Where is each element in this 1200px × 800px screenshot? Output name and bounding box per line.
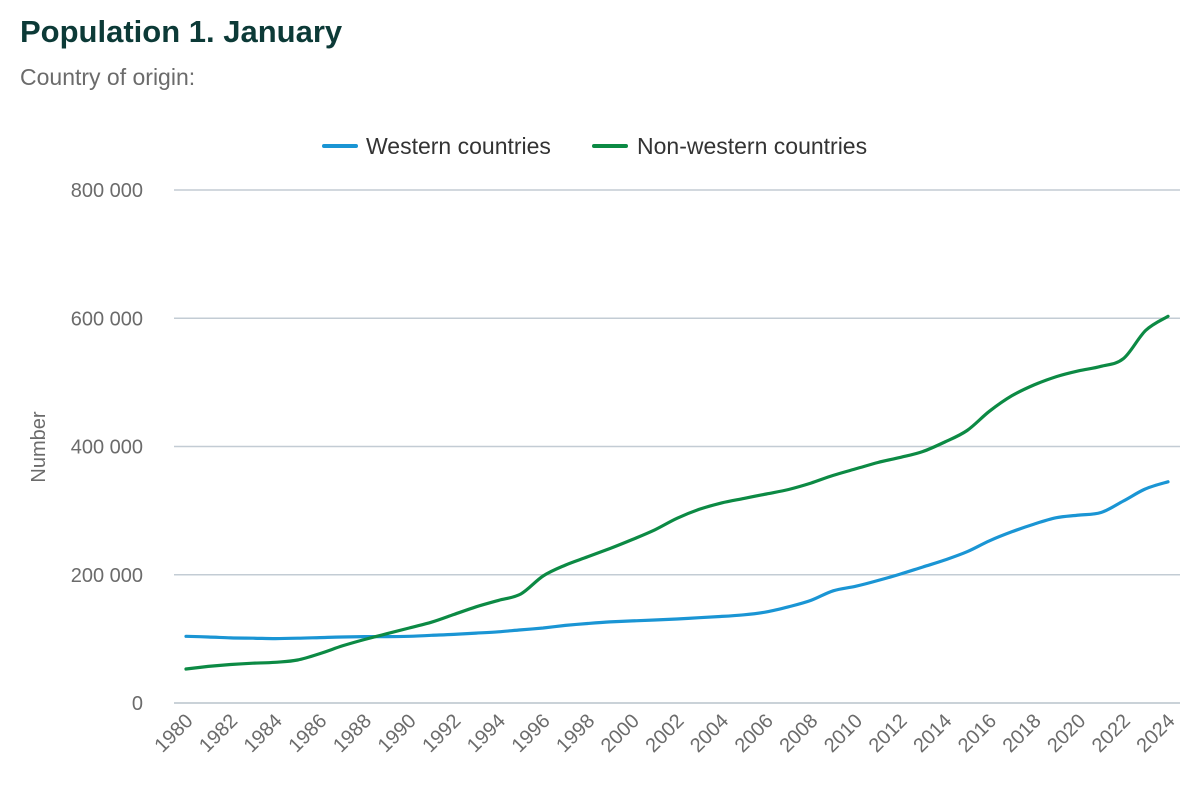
x-tick-label: 2022 xyxy=(1088,710,1135,757)
series-lines xyxy=(184,314,1170,671)
chart-title: Population 1. January xyxy=(20,14,343,49)
y-tick-label: 600 000 xyxy=(71,308,143,330)
legend: Western countries Non-western countries xyxy=(322,133,867,159)
x-tick-label: 1988 xyxy=(329,710,376,757)
x-tick-label: 2006 xyxy=(731,710,778,757)
x-tick-label: 1986 xyxy=(284,710,331,757)
y-tick-label: 800 000 xyxy=(71,180,143,202)
x-tick-label: 2018 xyxy=(999,710,1046,757)
legend-item-western-countries[interactable]: Western countries xyxy=(322,133,551,159)
series-line-non-western-countries xyxy=(184,314,1170,671)
legend-item-non-western-countries[interactable]: Non-western countries xyxy=(592,133,867,159)
x-tick-label: 2024 xyxy=(1133,710,1180,757)
x-tick-label: 1984 xyxy=(240,710,287,757)
x-tick-label: 2020 xyxy=(1043,710,1090,757)
x-axis-ticks: 1980198219841986198819901992199419961998… xyxy=(151,710,1180,757)
y-tick-label: 0 xyxy=(132,693,143,715)
series-line-western-countries xyxy=(184,480,1170,641)
x-tick-label: 1994 xyxy=(463,710,510,757)
legend-label: Western countries xyxy=(366,133,551,159)
x-tick-label: 1998 xyxy=(552,710,599,757)
legend-label: Non-western countries xyxy=(637,133,867,159)
x-tick-label: 1990 xyxy=(374,710,421,757)
x-tick-label: 2012 xyxy=(865,710,912,757)
x-tick-label: 1980 xyxy=(151,710,198,757)
x-tick-label: 2004 xyxy=(686,710,733,757)
x-tick-label: 1996 xyxy=(508,710,555,757)
y-axis-label: Number xyxy=(28,411,50,482)
x-tick-label: 2000 xyxy=(597,710,644,757)
x-tick-label: 1982 xyxy=(195,710,242,757)
x-tick-label: 1992 xyxy=(418,710,465,757)
x-tick-label: 2014 xyxy=(909,710,956,757)
x-tick-label: 2010 xyxy=(820,710,867,757)
y-tick-label: 200 000 xyxy=(71,565,143,587)
gridlines xyxy=(174,189,1180,704)
x-tick-label: 2016 xyxy=(954,710,1001,757)
y-axis-ticks: 0 200 000 400 000 600 000 800 000 xyxy=(71,180,143,715)
chart-subtitle: Country of origin: xyxy=(20,64,196,90)
y-tick-label: 400 000 xyxy=(71,437,143,459)
x-tick-label: 2002 xyxy=(642,710,689,757)
x-tick-label: 2008 xyxy=(775,710,822,757)
